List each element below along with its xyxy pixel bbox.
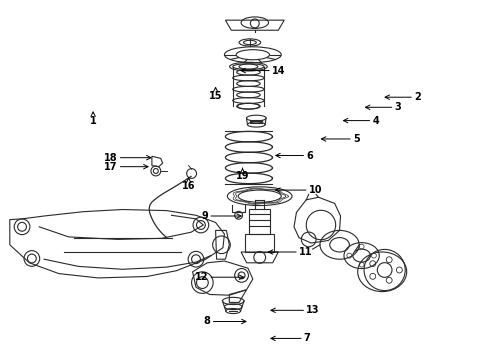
Bar <box>249 209 270 234</box>
Bar <box>245 234 274 252</box>
Text: 8: 8 <box>204 316 246 327</box>
Text: 1: 1 <box>90 112 97 126</box>
Text: 5: 5 <box>321 134 360 144</box>
Text: 19: 19 <box>236 168 249 181</box>
Text: 10: 10 <box>276 185 322 195</box>
Text: 3: 3 <box>366 102 401 112</box>
Text: 15: 15 <box>209 87 222 102</box>
Text: 17: 17 <box>104 162 148 172</box>
Text: 18: 18 <box>104 153 151 163</box>
Text: 7: 7 <box>271 333 311 343</box>
Text: 9: 9 <box>201 211 241 221</box>
Text: 14: 14 <box>241 66 286 76</box>
Text: 13: 13 <box>271 305 320 315</box>
Text: 6: 6 <box>276 150 313 161</box>
Text: 4: 4 <box>343 116 379 126</box>
Text: 2: 2 <box>385 92 421 102</box>
Text: 16: 16 <box>182 178 196 192</box>
Text: 11: 11 <box>269 247 313 257</box>
Text: 12: 12 <box>195 272 244 282</box>
